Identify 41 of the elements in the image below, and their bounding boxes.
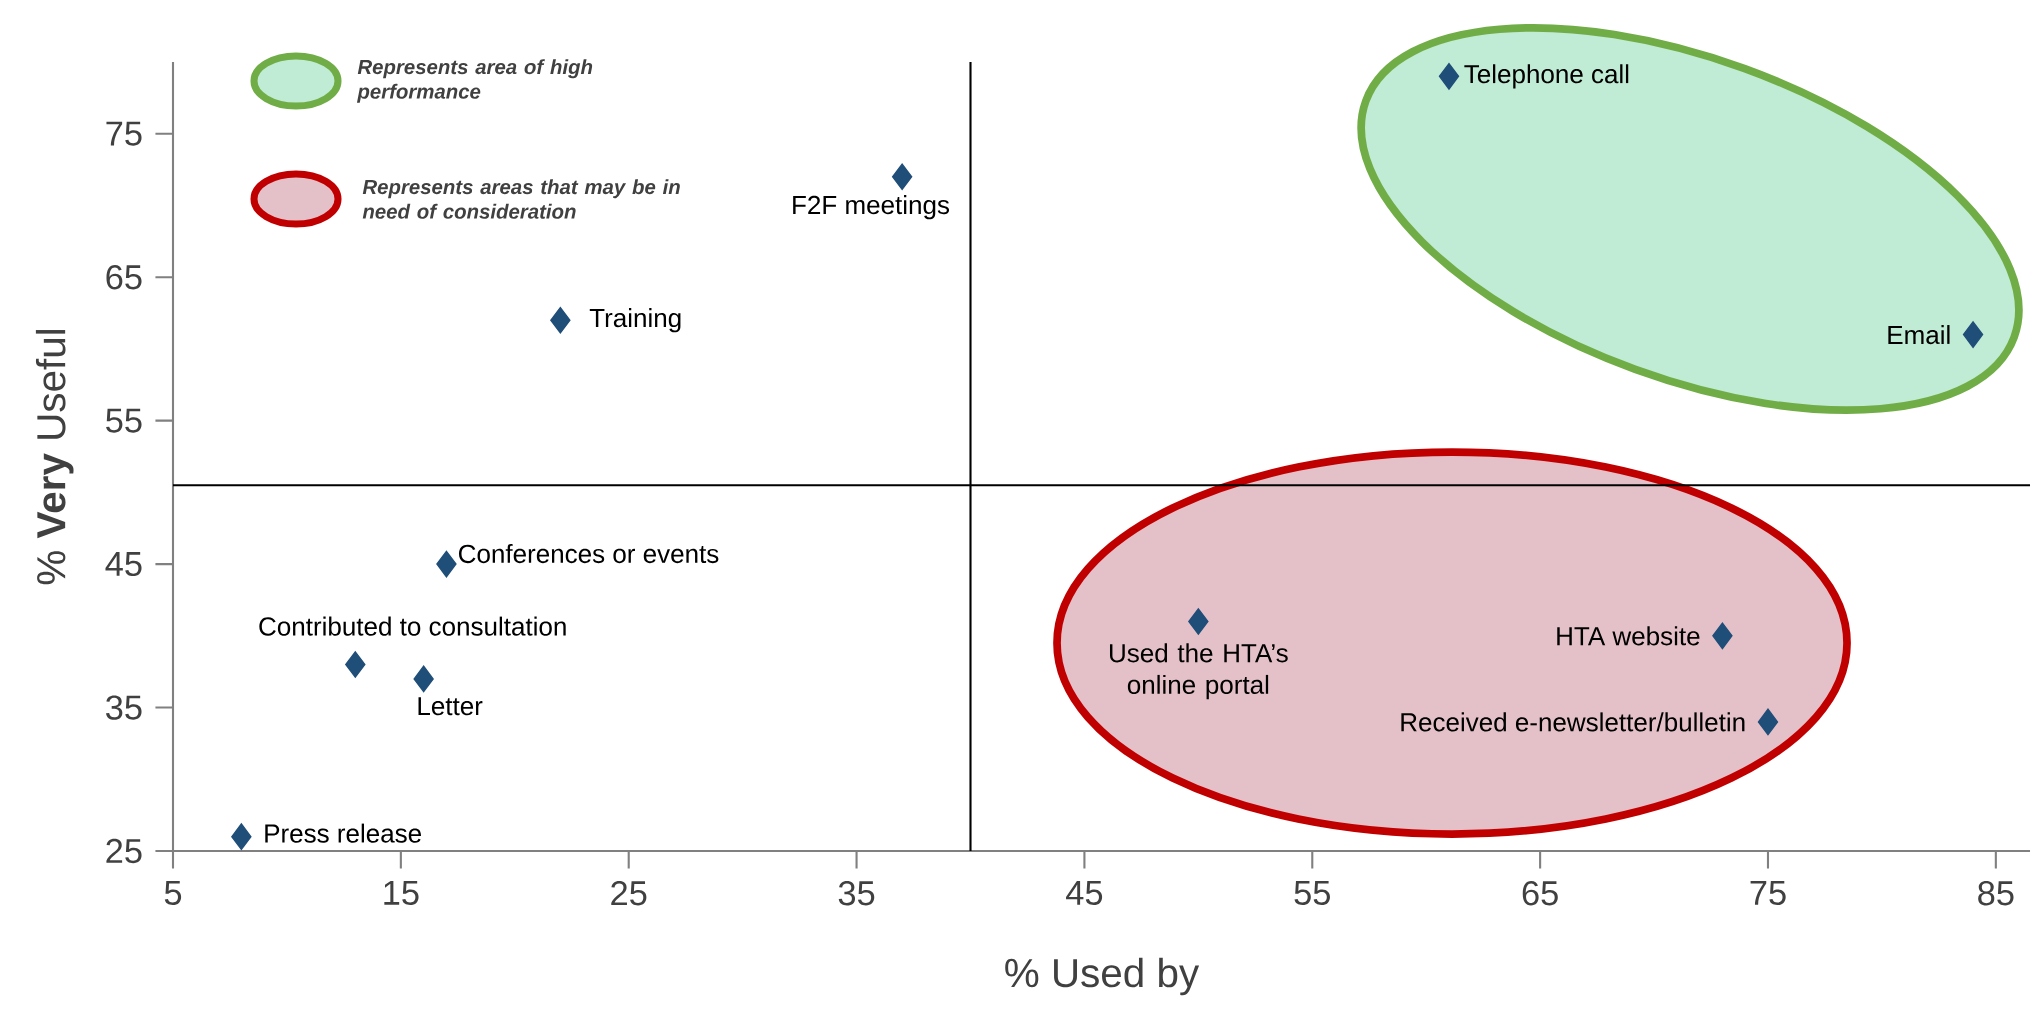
x-tick-label: 35: [838, 881, 875, 906]
point: [1188, 608, 1209, 635]
annotation: Represents area of high performance: [356, 59, 593, 103]
point: [1712, 622, 1733, 650]
x-tick-label: 65: [1522, 881, 1558, 906]
x-tick-label: 85: [1978, 881, 2014, 906]
point: [231, 823, 252, 851]
x-axis-title: % Used by: [1005, 957, 1200, 996]
y-tick-label: 25: [106, 838, 142, 864]
annotation: Conferences or events: [459, 544, 719, 564]
point: [550, 306, 571, 334]
x-tick-label: 25: [611, 881, 647, 906]
y-tick-label: 55: [106, 408, 142, 433]
annotation: Used the HTA’s online portal: [1109, 643, 1288, 700]
annotation: Represents areas that may be in need of consideration: [362, 179, 680, 219]
x-tick-label: 15: [384, 881, 419, 906]
y-tick-label: 65: [106, 265, 142, 290]
y-tick-label: 35: [106, 695, 142, 720]
x-tick-label: 55: [1294, 881, 1330, 906]
annotation: Contributed to consultation: [259, 616, 566, 636]
annotation: Email: [1888, 325, 1950, 345]
annotation: F2F meetings: [793, 195, 950, 220]
point: [1757, 708, 1779, 736]
point: [1438, 63, 1460, 90]
point: [345, 651, 366, 678]
annotation: Letter: [418, 697, 483, 716]
point: [891, 163, 913, 191]
y-axis-title: % Very Useful: [35, 330, 74, 585]
x-tick-label: 75: [1750, 881, 1786, 906]
y-tick-label: 45: [105, 552, 142, 577]
point: [436, 550, 457, 578]
annotation: Training: [589, 308, 681, 333]
annotation: Press release: [265, 823, 421, 843]
point: [413, 665, 434, 693]
annotation: Telephone call: [1464, 64, 1629, 89]
point: [1962, 321, 1984, 348]
x-tick-label: 5: [164, 881, 182, 906]
annotation: Received e-newsletter/bulletin: [1401, 712, 1745, 732]
annotation: HTA website: [1557, 626, 1700, 646]
x-tick-label: 45: [1066, 881, 1103, 906]
y-tick-label: 75: [106, 121, 142, 146]
